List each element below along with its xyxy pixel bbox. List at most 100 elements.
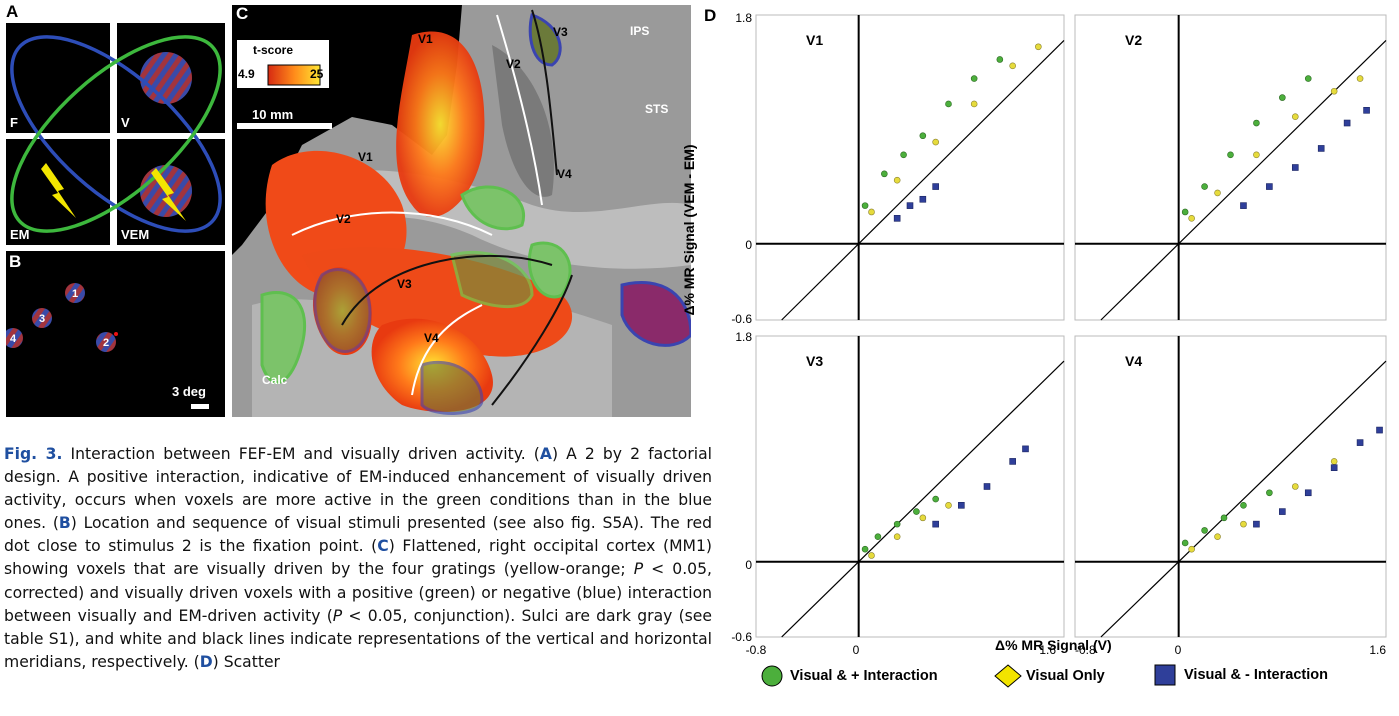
label-v: V [121, 115, 130, 130]
activation-v1-upper [396, 31, 485, 217]
data-point [893, 215, 901, 222]
stimulus-4 [6, 328, 23, 348]
caption-ref-d: D [199, 652, 213, 671]
data-point [1240, 502, 1247, 509]
positive-interaction-region-left [260, 290, 307, 384]
identity-line [1100, 39, 1387, 321]
panel-b-letter: B [9, 252, 22, 271]
data-point [1363, 107, 1370, 114]
fixation-point [114, 332, 118, 336]
data-point [932, 138, 939, 146]
data-point [1220, 514, 1228, 522]
data-point [1214, 533, 1221, 540]
data-point [945, 502, 952, 509]
data-point [1356, 439, 1364, 446]
x-tick-right-0: 0 [1175, 643, 1182, 657]
area-label-v1-top: V1 [418, 32, 433, 46]
data-point [1253, 520, 1260, 528]
label-f: F [10, 115, 18, 130]
caption-text-7: ) Scatter [212, 652, 280, 671]
data-point [919, 132, 927, 140]
stimulus-2 [96, 332, 116, 352]
horizontal-meridian-line [531, 9, 558, 176]
x-axis-label: Δ% MR Signal (V) [995, 637, 1112, 653]
caption-text-2: ) A 2 by 2 factorial design. A positive … [4, 445, 712, 533]
data-point [945, 100, 952, 108]
x-tick-left-max: 1.6 [1039, 643, 1056, 657]
colorbar-max: 25 [310, 67, 324, 81]
data-point [932, 520, 939, 528]
identity-line [1100, 360, 1387, 638]
y-tick-bottom-min: -0.6 [731, 630, 752, 644]
flattened-cortex-map [232, 5, 691, 417]
area-label-v3: V3 [397, 277, 412, 291]
stimulus-3 [32, 308, 52, 328]
data-point [906, 202, 914, 209]
identity-line [781, 360, 1065, 638]
data-point [932, 183, 939, 190]
caption-text-1: Interaction between FEF-EM and visually … [62, 445, 540, 463]
scale-bar-c [237, 123, 332, 129]
data-point [1376, 426, 1383, 434]
y-axis-label: Δ% MR Signal (VEM - EM) [681, 144, 697, 316]
stimulus-1 [65, 283, 85, 303]
x-tick-right-min: -0.8 [1075, 643, 1096, 657]
positive-interaction-region [450, 250, 534, 309]
x-tick-left-min: -0.8 [746, 643, 767, 657]
vertical-meridian-line-v4 [411, 304, 483, 396]
data-point [1188, 215, 1195, 222]
legend-label-positive: Visual & + Interaction [790, 668, 938, 684]
y-tick-top-1: 1.8 [735, 11, 752, 25]
positive-interaction-region-right [527, 241, 572, 299]
panel-c-letter: C [236, 4, 249, 23]
plot-title: V1 [806, 32, 823, 48]
negative-interaction-region-right [620, 280, 691, 347]
data-point [919, 195, 927, 203]
lightning-em-icon [41, 163, 76, 218]
legend-positive-interaction: Visual & + Interaction [760, 664, 938, 688]
stimuli-map: 1 3 4 2 [6, 283, 209, 409]
data-point [1279, 94, 1286, 101]
y-tick-top-0: 0 [745, 238, 752, 252]
data-point [1022, 445, 1029, 453]
figure-caption: Fig. 3. Interaction between FEF-EM and v… [4, 443, 712, 674]
data-point [1330, 87, 1338, 95]
horizontal-meridian-line-v4 [491, 274, 573, 406]
data-point [983, 483, 991, 490]
colorbar-title: t-score [253, 43, 294, 57]
label-vem: VEM [121, 227, 150, 242]
caption-text-4: ) Flattened, right occipital cortex (MM1… [4, 537, 712, 579]
yellow-diamond-icon [994, 664, 1022, 688]
area-label-v3-top: V3 [553, 25, 568, 39]
data-point [1304, 75, 1312, 82]
stimulus-label-4: 4 [10, 333, 17, 345]
data-point [1009, 62, 1016, 70]
caption-p-2: P [332, 606, 343, 625]
area-label-sts: STS [645, 102, 669, 116]
plot-title: V2 [1125, 32, 1142, 48]
caption-ref-a: A [539, 445, 552, 463]
data-point [1240, 520, 1247, 528]
stimulus-label-2: 2 [103, 337, 109, 349]
y-tick-bottom-1: 1.8 [735, 330, 752, 344]
data-point [868, 552, 875, 559]
panel-d-letter: D [704, 6, 717, 25]
caption-p-1: P [633, 560, 644, 579]
horizontal-meridian-line-v3 [341, 254, 553, 326]
data-point [1343, 119, 1351, 127]
area-label-v4: V4 [424, 331, 439, 345]
data-point [1035, 43, 1042, 51]
data-point [1227, 151, 1234, 159]
green-ellipse [10, 35, 222, 233]
data-point [881, 170, 888, 178]
caption-ref-c: C [377, 537, 389, 556]
area-label-v1: V1 [358, 150, 373, 164]
panel-a-letter: A [6, 2, 19, 21]
colorbar-gradient [267, 64, 321, 86]
data-point [874, 533, 882, 540]
data-point [1330, 464, 1338, 471]
data-point [1356, 75, 1364, 82]
identity-line [781, 39, 1065, 321]
data-point [996, 56, 1004, 63]
